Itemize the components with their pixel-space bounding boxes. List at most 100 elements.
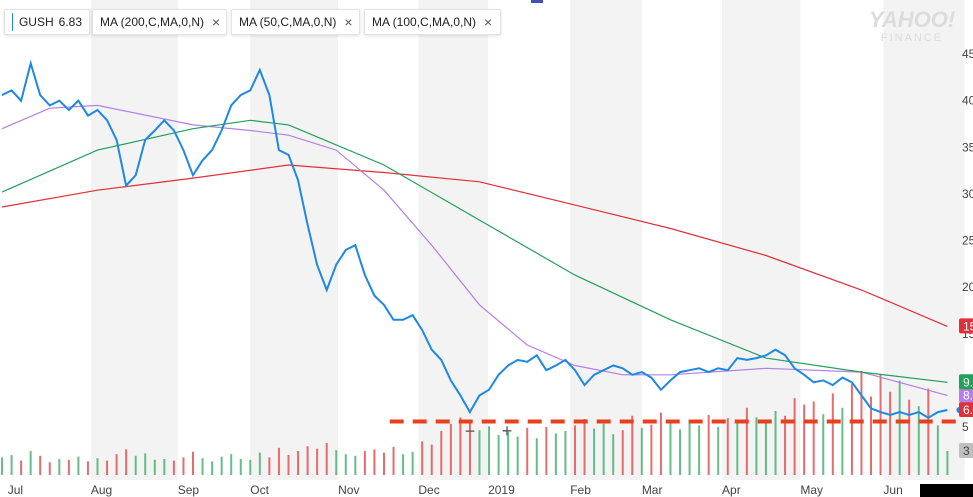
volume-bar — [392, 447, 395, 475]
volume-bar — [879, 374, 882, 475]
volume-bar — [516, 436, 519, 475]
volume-bar — [67, 459, 70, 475]
volume-bar — [115, 454, 118, 475]
x-tick-label: 2019 — [488, 483, 515, 497]
remove-button[interactable]: × — [484, 14, 493, 30]
zoom-in[interactable]: + — [502, 421, 513, 441]
legend-name: MA (200,C,MA,0,N) — [100, 15, 205, 29]
volume-bar — [497, 435, 500, 475]
volume-bar — [144, 453, 147, 475]
legend-name: MA (50,C,MA,0,N) — [239, 15, 337, 29]
legend-chip[interactable]: MA (50,C,MA,0,N) × — [231, 9, 360, 35]
volume-bar — [440, 431, 443, 475]
watermark: FINANCE — [881, 32, 943, 44]
volume-bar — [239, 459, 242, 475]
volume-bar — [927, 388, 930, 475]
volume-bar — [535, 438, 538, 475]
volume-bar — [258, 452, 261, 475]
volume-bar — [612, 434, 615, 475]
volume-bar — [430, 444, 433, 475]
legend-chip[interactable]: GUSH 6.83 — [4, 9, 90, 35]
y-tick-label: 30 — [962, 187, 973, 201]
volume-bar — [459, 417, 462, 475]
volume-bar — [889, 391, 892, 475]
volume-bar — [249, 459, 252, 475]
volume-bar — [917, 406, 920, 475]
volume-bar — [220, 456, 223, 475]
volume-bar — [182, 457, 185, 475]
remove-button[interactable]: × — [344, 14, 353, 30]
remove-button[interactable]: × — [212, 14, 221, 30]
x-tick-label: Oct — [250, 483, 269, 497]
volume-badge — [959, 443, 973, 458]
volume-bar — [707, 415, 710, 475]
value-badge — [959, 387, 973, 403]
value-badge-label: 8.4 — [963, 388, 973, 402]
volume-bar — [335, 450, 338, 475]
volume-bar — [803, 404, 806, 475]
x-tick-label: Jul — [8, 483, 23, 497]
svg-text:+: + — [502, 421, 513, 441]
volume-bar — [29, 451, 32, 475]
x-tick-label: Apr — [722, 483, 741, 497]
value-badge — [959, 402, 973, 418]
month-band — [418, 0, 489, 480]
volume-bar — [602, 423, 605, 475]
volume-bar — [659, 412, 662, 475]
top-marker — [531, 0, 543, 3]
legend-chip[interactable]: MA (200,C,MA,0,N) × — [92, 9, 227, 35]
volume-bar — [908, 399, 911, 475]
volume-bar — [277, 447, 280, 475]
volume-bar — [793, 398, 796, 475]
volume-bar — [640, 427, 643, 475]
y-tick-label: 15 — [962, 327, 973, 341]
volume-bar — [382, 452, 385, 475]
y-tick-label: 40 — [962, 94, 973, 108]
volume-bar — [106, 460, 109, 475]
watermark: YAHOO! — [869, 7, 955, 32]
value-badge-label: 15.8 — [963, 319, 973, 333]
y-tick-label: 25 — [962, 234, 973, 248]
volume-bar — [831, 393, 834, 475]
volume-bar — [726, 418, 729, 475]
volume-bar — [545, 427, 548, 475]
volume-bar — [698, 425, 701, 475]
month-band — [250, 0, 339, 480]
volume-bar — [363, 451, 366, 475]
volume-bar — [507, 431, 510, 475]
x-tick-label: Feb — [570, 483, 591, 497]
volume-bar — [573, 425, 576, 475]
volume-bar — [77, 456, 80, 475]
volume-bar — [134, 455, 137, 475]
volume-bar — [10, 455, 13, 475]
x-tick-label: May — [800, 483, 823, 497]
volume-bar — [1, 457, 4, 475]
corner-block — [920, 484, 973, 497]
volume-badge-label: 3 — [963, 444, 970, 458]
volume-bar — [755, 417, 758, 475]
volume-bar — [48, 462, 51, 475]
volume-bar — [936, 425, 939, 475]
volume-bar — [125, 449, 128, 475]
volume-bar — [306, 446, 309, 475]
volume-bar — [812, 401, 815, 475]
x-tick-label: Nov — [338, 483, 359, 497]
volume-bar — [163, 459, 166, 475]
value-badge-label: 6.83 — [963, 403, 973, 417]
legend-chip[interactable]: MA (100,C,MA,0,N) × — [364, 9, 501, 35]
volume-bar — [373, 449, 376, 475]
volume-bar — [191, 451, 194, 475]
volume-bar — [631, 415, 634, 475]
volume-bar — [764, 420, 767, 475]
zoom-out[interactable]: − — [465, 421, 476, 441]
x-tick-label: Mar — [642, 483, 663, 497]
series-line — [1, 164, 948, 327]
volume-bar — [736, 423, 739, 475]
series-line — [1, 104, 948, 396]
value-badge-label: 9.8 — [963, 375, 973, 389]
volume-bar — [411, 451, 414, 475]
volume-bar — [679, 429, 682, 475]
volume-bar — [774, 411, 777, 475]
